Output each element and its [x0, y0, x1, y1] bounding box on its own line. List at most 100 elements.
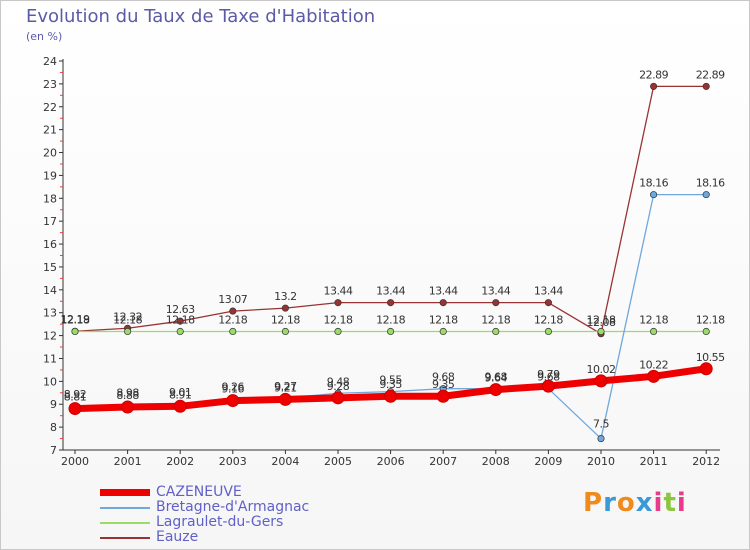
x-tick-label: 2001: [114, 455, 142, 468]
x-tick-label: 2012: [692, 455, 720, 468]
data-label: 9.64: [485, 372, 508, 385]
y-tick-label: 16: [43, 238, 57, 251]
x-tick-label: 2000: [61, 455, 89, 468]
series-point-3: [229, 307, 237, 315]
data-label: 8.88: [116, 389, 139, 402]
y-tick-label: 8: [50, 421, 57, 434]
series-point-0: [68, 402, 82, 416]
series-point-3: [702, 82, 710, 90]
data-label: 9.68: [432, 371, 455, 384]
data-label: 12.18: [534, 313, 563, 326]
series-point-2: [597, 327, 605, 336]
series-point-2: [281, 327, 289, 336]
legend: CAZENEUVE Bretagne-d'Armagnac Lagraulet-du…: [100, 485, 309, 545]
data-label: 9.55: [379, 374, 402, 387]
series-point-3: [439, 299, 447, 307]
data-label: 9.68: [485, 371, 508, 384]
x-tick-label: 2008: [482, 455, 510, 468]
y-tick-label: 7: [50, 444, 57, 457]
data-label: 10.55: [696, 351, 725, 364]
data-label: 18.16: [639, 177, 668, 190]
data-label: 13.44: [534, 285, 563, 298]
data-label: 9.26: [222, 380, 245, 393]
data-label: 7.5: [593, 418, 609, 431]
series-point-0: [331, 391, 345, 405]
series-point-3: [492, 299, 500, 307]
logo-letter: o: [616, 488, 636, 518]
legend-item: Eauze: [100, 530, 309, 545]
data-label: 9.79: [537, 368, 560, 381]
series-point-2: [650, 327, 658, 336]
y-tick-label: 18: [43, 192, 57, 205]
data-label: 9.21: [274, 381, 297, 394]
data-label: 12.18: [113, 313, 142, 326]
y-tick-label: 22: [43, 101, 57, 114]
data-label: 8.92: [64, 388, 87, 401]
logo-letter: P: [583, 488, 604, 518]
data-label: 12.18: [271, 313, 300, 326]
x-tick-label: 2009: [534, 455, 562, 468]
data-label: 8.81: [64, 391, 87, 404]
legend-label: CAZENEUVE: [156, 484, 242, 500]
series-point-2: [702, 327, 710, 336]
series-point-0: [647, 369, 661, 383]
legend-swatch: [100, 506, 150, 509]
data-label: 12.08: [587, 316, 616, 329]
series-point-3: [176, 317, 184, 325]
series-point-2: [124, 327, 132, 336]
x-tick-label: 2006: [377, 455, 405, 468]
data-label: 12.18: [324, 313, 353, 326]
data-label: 12.18: [166, 313, 195, 326]
x-tick-label: 2010: [587, 455, 615, 468]
series-point-2: [544, 327, 552, 336]
series-point-2: [387, 327, 395, 336]
y-tick-label: 23: [43, 78, 57, 91]
series-point-0: [541, 379, 555, 393]
x-tick-label: 2003: [219, 455, 247, 468]
series-point-2: [439, 327, 447, 336]
series-point-2: [176, 327, 184, 336]
series-point-1: [650, 191, 658, 199]
data-label: 12.18: [429, 313, 458, 326]
y-tick-label: 11: [43, 352, 57, 365]
legend-swatch: [100, 489, 150, 496]
data-label: 12.18: [481, 313, 510, 326]
series-point-2: [334, 327, 342, 336]
data-label: 9.28: [327, 380, 350, 393]
y-tick-label: 14: [43, 284, 57, 297]
y-tick-label: 9: [50, 398, 57, 411]
data-label: 12.18: [639, 313, 668, 326]
series-point-0: [121, 400, 135, 414]
series-point-0: [173, 399, 187, 413]
series-point-0: [226, 394, 240, 408]
series-point-0: [384, 389, 398, 403]
series-point-0: [436, 389, 450, 403]
data-label: 8.98: [116, 387, 139, 400]
legend-item: Lagraulet-du-Gers: [100, 515, 309, 530]
proxiti-logo: Proxiti: [583, 488, 687, 518]
x-tick-label: 2005: [324, 455, 352, 468]
data-label: 13.44: [376, 285, 405, 298]
data-label: 8.91: [169, 388, 192, 401]
data-label: 12.18: [376, 313, 405, 326]
data-label: 12.18: [587, 313, 616, 326]
y-tick-label: 13: [43, 307, 57, 320]
data-label: 13.44: [324, 285, 353, 298]
series-point-0: [489, 383, 503, 397]
series-point-2: [229, 327, 237, 336]
logo-letter: t: [663, 488, 677, 518]
series-point-3: [334, 299, 342, 307]
data-label: 9.35: [379, 378, 402, 391]
y-tick-label: 12: [43, 330, 57, 343]
y-tick-label: 24: [43, 55, 57, 68]
series-point-0: [594, 374, 608, 388]
data-label: 13.07: [218, 293, 247, 306]
data-label: 9.35: [432, 378, 455, 391]
series-point-1: [597, 435, 605, 443]
data-label: 12.18: [61, 313, 90, 326]
data-label: 22.89: [696, 68, 725, 81]
logo-letter: i: [676, 488, 687, 518]
data-label: 18.16: [696, 177, 725, 190]
